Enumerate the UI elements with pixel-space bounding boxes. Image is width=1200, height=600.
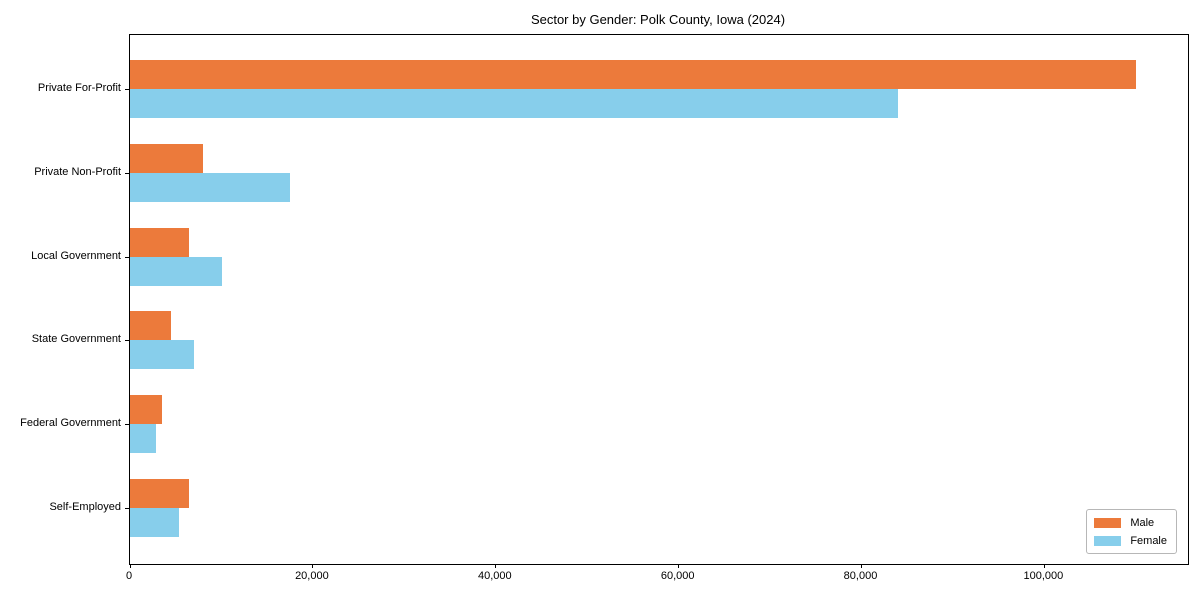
chart-title: Sector by Gender: Polk County, Iowa (202… bbox=[530, 12, 786, 27]
bar-male-state-government bbox=[130, 311, 172, 341]
x-tick-label-40-000: 40,000 bbox=[477, 570, 512, 582]
x-tick-mark bbox=[861, 564, 862, 568]
legend-label-male: Male bbox=[1130, 516, 1155, 529]
bar-male-private-non-profit bbox=[130, 144, 204, 173]
legend: Male Female bbox=[1086, 509, 1177, 554]
bar-female-private-non-profit bbox=[130, 173, 290, 202]
x-tick-mark bbox=[130, 564, 131, 568]
y-tick-label-federal-government: Federal Government bbox=[20, 417, 121, 430]
x-tick-label-0: 0 bbox=[125, 570, 133, 582]
bar-female-self-employed bbox=[130, 507, 180, 537]
y-tick-label-local-government: Local Government bbox=[31, 249, 121, 262]
x-tick-mark bbox=[678, 564, 680, 568]
legend-item-female: Female bbox=[1094, 533, 1167, 548]
y-tick-label-private-non-profit: Private Non-Profit bbox=[34, 166, 121, 178]
legend-swatch-male bbox=[1094, 517, 1122, 528]
y-tick-mark bbox=[125, 424, 130, 426]
bar-male-self-employed bbox=[130, 478, 190, 508]
y-tick-label-private-for-profit: Private For-Profit bbox=[37, 82, 121, 95]
y-tick-mark bbox=[125, 173, 130, 174]
y-tick-label-state-government: State Government bbox=[31, 333, 121, 346]
x-tick-mark bbox=[312, 564, 314, 568]
x-tick-label-60-000: 60,000 bbox=[660, 570, 695, 582]
bar-female-federal-government bbox=[130, 424, 156, 454]
bar-male-local-government bbox=[130, 227, 190, 257]
x-tick-label-20-000: 20,000 bbox=[295, 570, 329, 582]
legend-label-female: Female bbox=[1130, 534, 1167, 547]
legend-item-male: Male bbox=[1094, 515, 1167, 530]
x-tick-mark bbox=[495, 564, 497, 568]
x-tick-mark bbox=[1043, 564, 1045, 568]
plot-area: Male Female bbox=[125, 34, 1189, 568]
x-tick-label-80-000: 80,000 bbox=[843, 570, 878, 582]
y-tick-mark bbox=[125, 340, 130, 342]
bar-female-state-government bbox=[130, 340, 194, 370]
y-tick-mark bbox=[125, 89, 130, 91]
x-tick-label-100-000: 100,000 bbox=[1023, 570, 1064, 582]
y-tick-label-self-employed: Self-Employed bbox=[49, 500, 121, 513]
legend-swatch-female bbox=[1094, 535, 1122, 546]
bar-male-private-for-profit bbox=[130, 60, 1136, 90]
bar-male-federal-government bbox=[130, 395, 162, 425]
y-tick-mark bbox=[125, 256, 130, 258]
bar-female-local-government bbox=[130, 256, 223, 286]
bar-female-private-for-profit bbox=[130, 89, 899, 119]
y-tick-mark bbox=[125, 507, 130, 509]
